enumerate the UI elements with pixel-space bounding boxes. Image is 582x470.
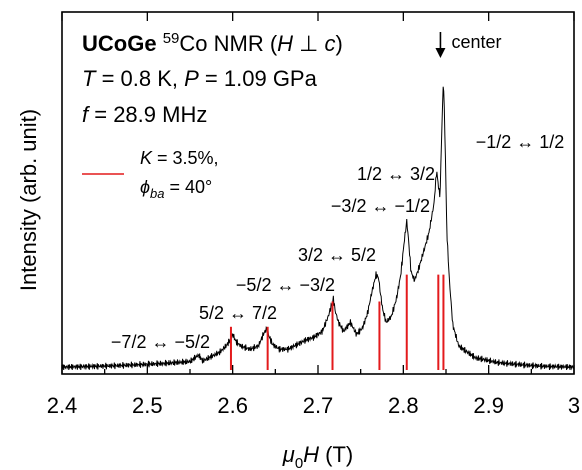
title-line-1: UCoGe 59Co NMR (H ⊥ c) — [82, 30, 343, 56]
x-tick-label-0: 2.4 — [47, 393, 78, 418]
x-tick-label-1: 2.5 — [132, 393, 163, 418]
x-tick-label-6: 3 — [568, 393, 580, 418]
transition-label-2: −3/2 ↔ −1/2 — [331, 196, 430, 216]
title-line-2: T = 0.8 K, P = 1.09 GPa — [82, 66, 318, 91]
x-tick-label-2: 2.6 — [217, 393, 248, 418]
spectrum-line — [61, 86, 575, 371]
x-axis-label: μ0H (T) — [282, 442, 354, 470]
plot-area — [61, 86, 575, 371]
x-axis: 2.4 2.5 2.6 2.7 2.8 2.9 3 — [47, 12, 580, 418]
annotations: −1/2 ↔ 1/2 1/2 ↔ 3/2 −3/2 ↔ −1/2 3/2 ↔ 5/2 −… — [111, 32, 564, 352]
y-axis-label: Intensity (arb. unit) — [16, 109, 41, 291]
legend-line-1: K = 3.5%, — [140, 148, 219, 168]
center-label: center — [451, 32, 501, 52]
x-tick-label-5: 2.9 — [473, 393, 504, 418]
transition-label-0: −1/2 ↔ 1/2 — [476, 132, 565, 152]
title-line-3: f = 28.9 MHz — [82, 102, 207, 127]
legend-line-2: ϕba = 40° — [140, 177, 212, 201]
legend: K = 3.5%, ϕba = 40° — [82, 148, 219, 201]
transition-label-1: 1/2 ↔ 3/2 — [357, 164, 435, 184]
transition-label-5: 5/2 ↔ 7/2 — [199, 303, 277, 323]
chart-title-block: UCoGe 59Co NMR (H ⊥ c) T = 0.8 K, P = 1.0… — [82, 30, 343, 127]
x-tick-label-3: 2.7 — [303, 393, 334, 418]
x-tick-label-4: 2.8 — [388, 393, 419, 418]
transition-label-6: −7/2 ↔ −5/2 — [111, 332, 210, 352]
center-arrow-icon — [435, 48, 446, 58]
transition-label-3: 3/2 ↔ 5/2 — [298, 245, 376, 265]
transition-label-4: −5/2 ↔ −3/2 — [236, 275, 335, 295]
